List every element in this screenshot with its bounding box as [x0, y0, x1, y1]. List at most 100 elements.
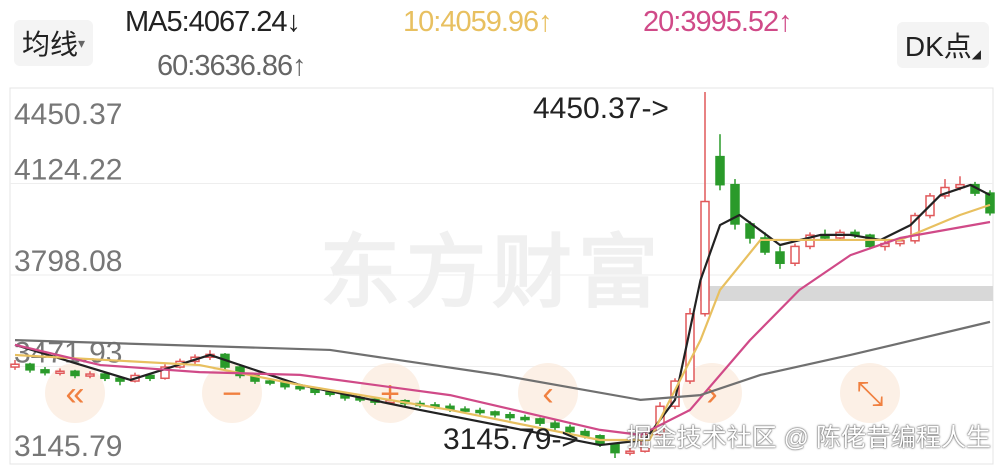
dk-point-label: DK点 — [904, 31, 972, 62]
legend-ma20: 20:3995.52↑ — [643, 6, 793, 38]
candle-body — [910, 214, 920, 242]
low-annotation: 3145.79-> — [443, 423, 579, 456]
candle-body — [70, 370, 80, 377]
candle — [145, 374, 155, 382]
corner-arrow-icon: ◢ — [971, 47, 981, 61]
fullscreen-icon: ⤡ — [856, 375, 883, 413]
candle — [55, 368, 65, 376]
zoom-in-icon: + — [380, 375, 400, 413]
candle — [910, 212, 920, 244]
candle — [670, 378, 680, 410]
candle-body — [580, 430, 590, 437]
candle-body — [610, 443, 620, 454]
double-left-icon: « — [66, 375, 85, 413]
nav-button-bg — [360, 363, 420, 423]
candle-body — [265, 380, 275, 384]
candle — [940, 179, 950, 199]
nav-button-bg — [202, 363, 262, 423]
candle — [25, 362, 35, 373]
prev-icon: ‹ — [542, 375, 553, 413]
candle-body — [10, 363, 20, 368]
candle-body — [730, 183, 740, 225]
zoom-in-button[interactable]: + — [360, 363, 420, 423]
candle-body — [85, 373, 95, 377]
watermark-text: 东方财富 — [320, 228, 664, 317]
candle — [70, 369, 80, 379]
candle-body — [625, 450, 635, 454]
next-icon: › — [706, 375, 717, 413]
candle-body — [565, 426, 575, 433]
fullscreen-button[interactable]: ⤡ — [840, 363, 900, 423]
candle-body — [775, 251, 785, 264]
candle — [610, 442, 620, 458]
nav-button-bg — [840, 363, 900, 423]
candle — [160, 364, 170, 380]
candle — [790, 243, 800, 267]
candle — [730, 179, 740, 230]
candle-body — [25, 363, 35, 371]
candle — [775, 246, 785, 269]
credit-watermark: 掘金技术社区 @ 陈佬昔编程人生 — [626, 424, 991, 452]
ma-line-20 — [14, 220, 991, 437]
candle-body — [40, 369, 50, 374]
candle-body — [100, 373, 110, 380]
candle-body — [715, 155, 725, 186]
candle — [475, 407, 485, 415]
y-tick-label: 3145.79 — [14, 430, 122, 463]
legend-ma60: 60:3636.86↑ — [157, 50, 307, 82]
candle-body — [535, 418, 545, 424]
candle — [565, 424, 575, 435]
candle — [535, 417, 545, 426]
candle-body — [985, 192, 995, 214]
candle — [10, 360, 20, 370]
candle-body — [505, 413, 515, 419]
zoom-out-icon: − — [222, 375, 242, 413]
candle-body — [520, 416, 530, 421]
ma-selector-label: 均线 — [22, 29, 79, 60]
ma-line-60 — [14, 320, 991, 401]
nav-button-bg — [682, 363, 742, 423]
candle-body — [115, 377, 125, 382]
candle-body — [550, 422, 560, 429]
candle — [625, 446, 635, 456]
candle-body — [490, 411, 500, 416]
candle-body — [55, 370, 65, 375]
dk-point-button[interactable]: DK点 ◢ — [896, 22, 989, 68]
candle — [85, 371, 95, 379]
candle-body — [790, 245, 800, 264]
range-band — [700, 286, 993, 301]
high-annotation: 4450.37-> — [533, 92, 669, 125]
dropdown-arrow-icon: ▾ — [78, 34, 86, 51]
prev-button[interactable]: ‹ — [518, 363, 578, 423]
candle — [550, 420, 560, 431]
candle — [100, 372, 110, 382]
candle — [505, 411, 515, 421]
candle — [760, 232, 770, 255]
candle-body — [670, 380, 680, 408]
candle-body — [895, 240, 905, 245]
y-tick-label: 3798.08 — [14, 245, 122, 278]
ma-line-10 — [14, 203, 991, 442]
candle-body — [475, 409, 485, 414]
candle — [40, 367, 50, 376]
nav-button-bg — [518, 363, 578, 423]
legend-ma10: 10:4059.96↑ — [403, 6, 553, 38]
candle — [115, 376, 125, 386]
candle-body — [460, 408, 470, 412]
zoom-out-button[interactable]: − — [202, 363, 262, 423]
candle-body — [160, 366, 170, 380]
y-tick-label: 4450.37 — [14, 98, 122, 131]
candle-body — [760, 237, 770, 253]
next-button[interactable]: › — [682, 363, 742, 423]
ma-selector-button[interactable]: 均线 ▾ — [14, 20, 94, 66]
candle — [640, 431, 650, 453]
plot-frame — [9, 87, 994, 465]
candle-body — [145, 374, 155, 380]
candle — [520, 414, 530, 422]
candle — [715, 134, 725, 191]
candle-body — [640, 433, 650, 452]
candle — [490, 410, 500, 418]
y-tick-label: 4124.22 — [14, 154, 122, 187]
candle-body — [295, 385, 305, 390]
